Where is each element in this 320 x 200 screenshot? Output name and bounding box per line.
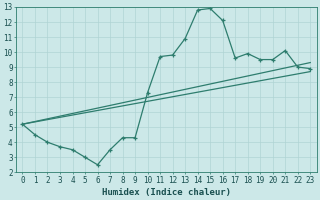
X-axis label: Humidex (Indice chaleur): Humidex (Indice chaleur) [102, 188, 231, 197]
